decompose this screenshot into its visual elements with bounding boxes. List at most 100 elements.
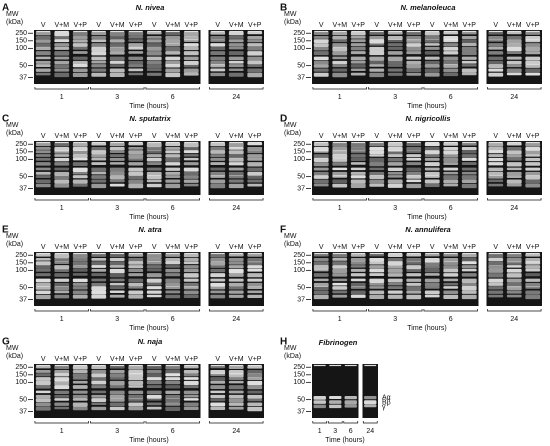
band — [443, 64, 459, 68]
band — [350, 265, 366, 268]
panel-title: N. nivea — [136, 3, 165, 12]
band — [247, 377, 263, 380]
band — [350, 31, 366, 36]
band — [146, 179, 162, 183]
band — [387, 68, 403, 72]
band — [387, 142, 403, 147]
band — [54, 394, 70, 398]
band — [183, 258, 199, 262]
band — [165, 51, 181, 55]
band — [461, 68, 477, 73]
band — [247, 365, 263, 369]
band — [387, 258, 403, 263]
band — [350, 258, 366, 262]
band — [525, 147, 541, 151]
band — [387, 171, 403, 175]
band — [313, 179, 329, 184]
lane-label: V+M — [443, 244, 458, 251]
band — [210, 162, 226, 165]
band — [35, 175, 51, 178]
band — [128, 31, 144, 36]
band — [54, 268, 70, 272]
band — [406, 253, 422, 257]
band — [54, 380, 70, 386]
band — [210, 157, 226, 161]
lane-label: V+P — [129, 133, 143, 140]
band — [369, 167, 385, 171]
band — [165, 385, 181, 389]
time-label: 1 — [338, 316, 342, 323]
band — [350, 142, 366, 148]
band — [210, 258, 226, 262]
band — [210, 60, 226, 66]
band — [128, 273, 144, 277]
band — [109, 162, 125, 165]
band — [247, 370, 263, 374]
band — [488, 268, 504, 273]
band — [146, 253, 162, 259]
band — [72, 268, 88, 272]
band — [210, 64, 226, 68]
band — [461, 167, 477, 171]
band — [387, 43, 403, 47]
band — [165, 64, 181, 68]
band — [313, 183, 329, 187]
band — [443, 183, 459, 187]
band — [350, 268, 366, 272]
band — [165, 56, 181, 61]
lane-label: V+P — [526, 22, 540, 29]
band — [369, 162, 385, 167]
band — [443, 154, 459, 158]
lane-label: V+P — [129, 356, 143, 363]
band — [443, 162, 459, 165]
band — [525, 179, 541, 184]
band — [247, 167, 263, 172]
band — [210, 36, 226, 40]
band — [488, 36, 504, 41]
band — [54, 402, 70, 406]
lane-label: V+M — [54, 244, 69, 251]
band — [72, 157, 88, 161]
band — [128, 406, 144, 411]
band — [350, 60, 366, 64]
band — [91, 373, 107, 378]
mw-marker: 50 — [19, 173, 27, 180]
band — [165, 406, 181, 412]
band — [369, 282, 385, 286]
band — [228, 380, 244, 384]
band — [109, 46, 125, 52]
lane-label: V+P — [74, 244, 88, 251]
band — [228, 150, 244, 155]
mw-marker: 37 — [19, 74, 27, 81]
band — [406, 294, 422, 300]
band — [461, 60, 477, 64]
band — [332, 179, 348, 184]
band — [313, 273, 329, 277]
band — [443, 290, 459, 295]
band — [210, 377, 226, 381]
lane-label: V+P — [248, 22, 262, 29]
band — [313, 162, 329, 167]
lane-label: V — [96, 356, 101, 363]
band — [525, 261, 541, 265]
band — [488, 142, 504, 147]
band — [313, 395, 326, 400]
band — [506, 46, 522, 52]
band — [247, 39, 263, 43]
lane-label: V — [215, 356, 220, 363]
band — [54, 162, 70, 166]
band — [91, 31, 107, 36]
time-label: 6 — [449, 316, 453, 323]
lane-label: V+P — [185, 244, 199, 251]
band — [332, 142, 348, 147]
band — [406, 51, 422, 55]
band — [424, 286, 440, 289]
band — [128, 68, 144, 72]
band — [350, 154, 366, 158]
band — [165, 46, 181, 52]
band — [525, 268, 541, 272]
band — [128, 370, 144, 375]
band — [364, 404, 377, 408]
band — [128, 380, 144, 386]
panel-letter: G — [2, 337, 10, 348]
